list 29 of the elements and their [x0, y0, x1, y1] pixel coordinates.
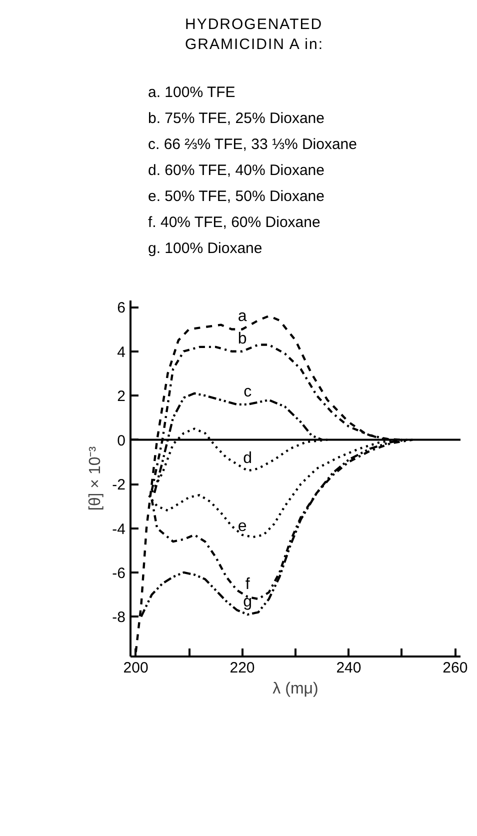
series-label: a — [238, 308, 247, 326]
y-tick-label: 2 — [117, 388, 126, 406]
series-label: d — [243, 450, 252, 467]
x-tick-label: 200 — [123, 660, 148, 676]
series-label: f — [245, 576, 250, 593]
y-tick-label: 0 — [117, 432, 126, 450]
x-tick-label: 220 — [230, 660, 255, 676]
series-label: c — [244, 383, 252, 400]
y-axis-title: [θ] × 10⁻³ — [87, 446, 104, 511]
chart-title: HYDROGENATED GRAMICIDIN A in: — [185, 15, 324, 54]
series-label: e — [238, 518, 247, 535]
y-tick-label: 4 — [117, 344, 126, 361]
y-tick-label: -8 — [112, 609, 126, 626]
x-axis-title: λ (mμ) — [272, 680, 318, 698]
text: a. 100% TFE — [148, 83, 236, 103]
text: d. 60% TFE, 40% Dioxane — [148, 161, 326, 181]
y-tick-label: -6 — [112, 564, 126, 582]
text: b. 75% TFE, 25% Dioxane — [148, 109, 326, 129]
text: c. 66 ⅔% TFE, 33 ⅓% Dioxane — [148, 135, 357, 155]
y-tick-label: 6 — [117, 300, 126, 317]
series-label: b — [238, 330, 247, 348]
text: g. 100% Dioxane — [148, 239, 264, 259]
text: f. 40% TFE, 60% Dioxane — [148, 213, 322, 233]
x-tick-label: 260 — [442, 660, 468, 676]
y-tick-label: -2 — [112, 476, 126, 494]
series-label: g — [243, 593, 252, 610]
x-tick-label: 240 — [336, 660, 362, 676]
text: e. 50% TFE, 50% Dioxane — [148, 187, 326, 207]
y-tick-label: -4 — [112, 520, 126, 538]
